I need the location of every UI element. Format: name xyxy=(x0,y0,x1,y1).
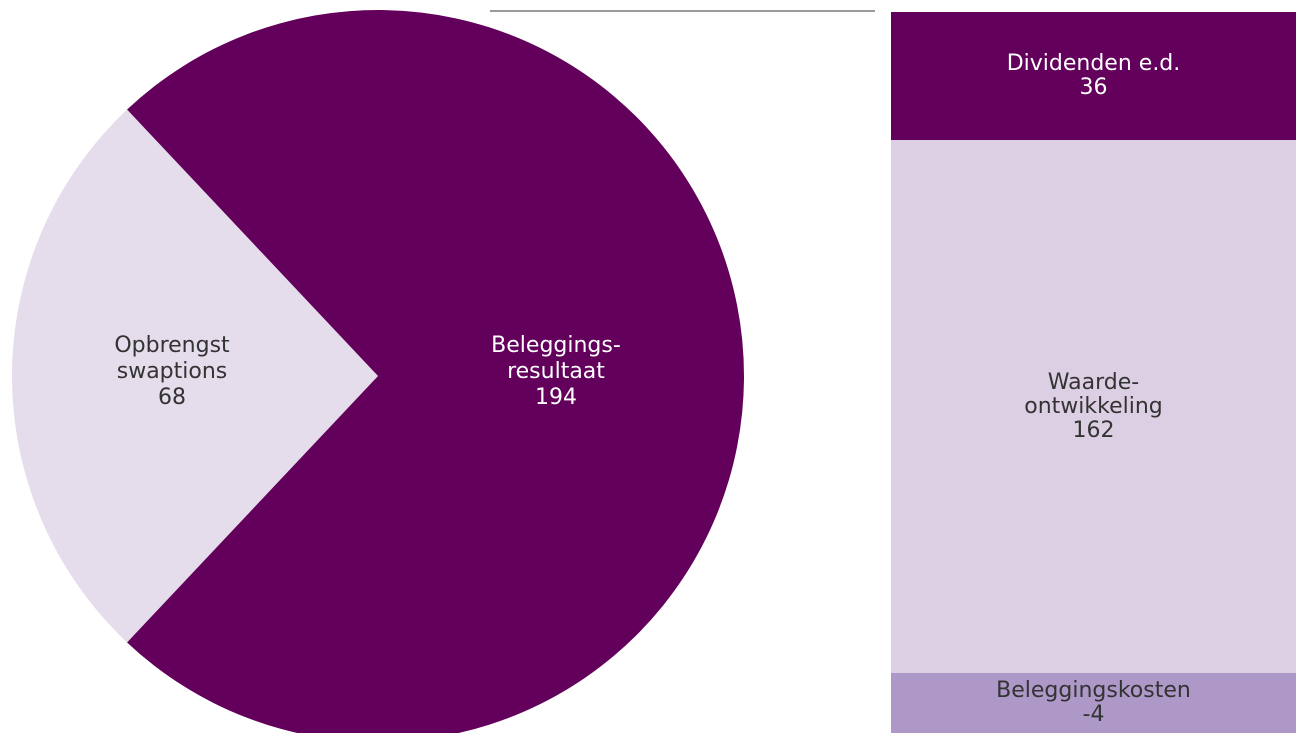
bar-segment-label-1: Dividenden e.d. 36 xyxy=(1006,51,1181,101)
bar-segment-3: Beleggingskosten -4 xyxy=(891,673,1296,733)
bar-segment-1: Dividenden e.d. 36 xyxy=(891,12,1296,141)
pie-slice-1 xyxy=(11,109,379,643)
stacked-breakdown-bar: Dividenden e.d. 36 Waarde- ontwikkeling 1… xyxy=(891,12,1296,733)
pie-slice-label-1: Opbrengst swaptions 68 xyxy=(114,333,230,410)
pie-chart: Opbrengst swaptions 68 Beleggings-resultaat… xyxy=(11,10,744,733)
bar-segment-label-2: Waarde- ontwikkeling 162 xyxy=(1024,369,1163,443)
bar-segment-label-3: Beleggingskosten -4 xyxy=(996,678,1191,727)
pie-slice-label-2: Beleggings-resultaat 194 xyxy=(491,333,621,410)
bar-segment-2: Waarde- ontwikkeling 162 xyxy=(891,140,1296,673)
connector-line xyxy=(490,10,875,12)
pie-slice-2 xyxy=(127,10,744,733)
